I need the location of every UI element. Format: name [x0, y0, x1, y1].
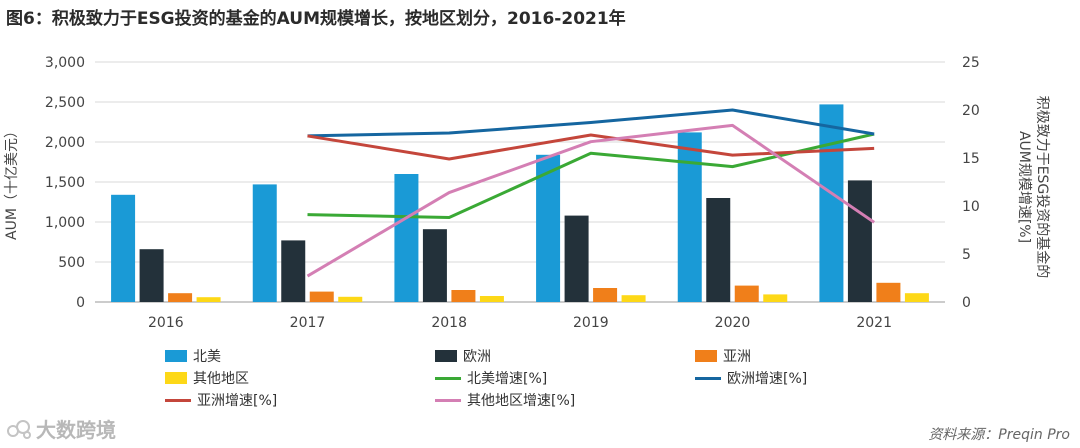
y-tick-label: 0 [76, 295, 85, 311]
line-other-growth [306, 123, 876, 278]
x-tick-label: 2019 [573, 315, 609, 331]
y-tick-label: 1,500 [45, 175, 85, 191]
y-axis-title: AUM（十亿美元） [4, 124, 20, 240]
legend-item: 欧洲增速[%] [695, 368, 807, 388]
y-tick-label: 1,000 [45, 215, 85, 231]
bar-north-america [677, 132, 702, 302]
y-tick-label: 2,000 [45, 135, 85, 151]
legend-label: 亚洲增速[%] [197, 393, 278, 409]
bar-north-america [252, 184, 277, 302]
bar-europe [422, 229, 447, 302]
bar-north-america [819, 104, 844, 303]
bar-europe [847, 180, 872, 302]
bar-europe [139, 249, 164, 302]
legend-swatch [165, 372, 187, 384]
y2-tick-label: 10 [962, 199, 980, 215]
x-tick-label: 2020 [715, 315, 751, 331]
legend-item: 欧洲 [435, 346, 491, 366]
bar-other [338, 296, 363, 302]
legend-label: 欧洲 [463, 349, 491, 365]
y2-axis-title: 积极致力于ESG投资的基金的AUM规模增速[%] [1016, 96, 1051, 279]
y2-tick-label: 20 [962, 103, 980, 119]
y2-tick-label: 0 [962, 295, 971, 311]
y2-tick-label: 5 [962, 247, 971, 263]
legend-swatch [435, 398, 461, 402]
legend-item: 其他地区 [165, 368, 249, 388]
bar-other [763, 294, 788, 302]
legend-swatch [695, 350, 717, 362]
y-tick-label: 3,000 [45, 55, 85, 71]
bar-other [621, 295, 646, 302]
chart-title: 图6：积极致力于ESG投资的基金的AUM规模增长，按地区划分，2016-2021… [6, 9, 626, 29]
bar-other [196, 297, 221, 302]
bar-other [479, 296, 504, 302]
legend-swatch [435, 376, 461, 380]
bar-asia [309, 291, 334, 302]
legend-item: 北美增速[%] [435, 368, 547, 388]
bar-europe [706, 198, 731, 302]
line-europe-growth [307, 108, 875, 138]
legend-label: 北美增速[%] [467, 371, 548, 387]
y-tick-label: 2,500 [45, 95, 85, 111]
legend-item: 北美 [165, 346, 221, 366]
legend-item: 亚洲 [695, 346, 751, 366]
bar-asia [734, 285, 759, 302]
source-note: 资料来源：Preqin Pro [928, 427, 1070, 443]
bar-other [904, 293, 929, 302]
x-tick-label: 2018 [431, 315, 467, 331]
y2-tick-label: 15 [962, 151, 980, 167]
watermark-text: 大数跨境 [36, 418, 116, 442]
x-tick-label: 2021 [856, 315, 892, 331]
legend-swatch [695, 376, 721, 380]
y-tick-label: 500 [58, 255, 85, 271]
legend-label: 亚洲 [723, 349, 751, 365]
bar-asia [168, 293, 193, 302]
bar-asia [451, 290, 476, 302]
bar-asia [593, 288, 618, 302]
x-tick-label: 2016 [148, 315, 184, 331]
line-north-america-growth [307, 132, 875, 220]
bar-europe [281, 240, 306, 302]
line-asia-growth [307, 133, 875, 161]
legend-swatch [165, 398, 191, 402]
legend-label: 欧洲增速[%] [727, 371, 808, 387]
y2-tick-label: 25 [962, 55, 980, 71]
legend-label: 其他地区 [193, 371, 249, 387]
bar-asia [876, 282, 901, 302]
legend-label: 其他地区增速[%] [467, 393, 576, 409]
watermark: 大数跨境 [6, 414, 116, 443]
bar-europe [564, 215, 589, 302]
watermark-logo-icon [7, 419, 31, 439]
legend-swatch [165, 350, 187, 362]
bar-north-america [111, 194, 136, 302]
x-tick-label: 2017 [290, 315, 326, 331]
legend-label: 北美 [193, 349, 221, 365]
legend-item: 其他地区增速[%] [435, 390, 575, 410]
bar-north-america [536, 154, 561, 302]
bar-north-america [394, 174, 419, 302]
legend-swatch [435, 350, 457, 362]
legend-item: 亚洲增速[%] [165, 390, 277, 410]
